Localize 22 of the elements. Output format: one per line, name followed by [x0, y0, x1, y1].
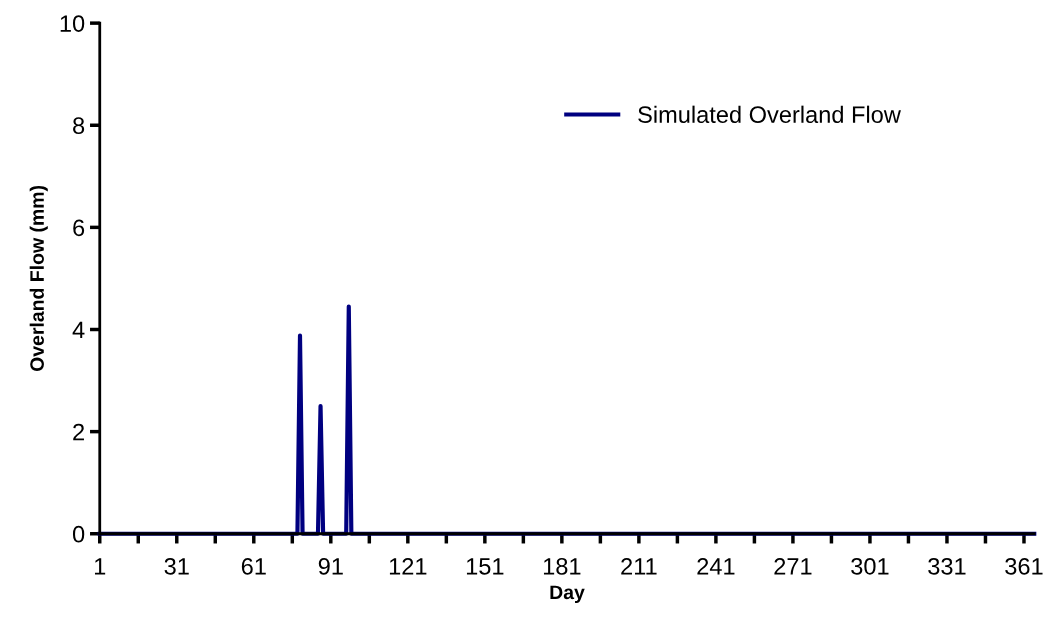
y-tick-label: 0: [72, 525, 85, 543]
y-tick-label: 6: [73, 219, 85, 237]
y-tick-label: 2: [73, 423, 84, 441]
x-tick-label: 331: [928, 557, 966, 575]
x-tick-label: 211: [621, 557, 657, 575]
x-axis-title: Day: [550, 585, 585, 604]
x-tick-label: 1: [94, 558, 106, 575]
y-tick-label: 10: [60, 15, 85, 32]
x-tick-label: 271: [774, 557, 812, 575]
y-tick-label: 8: [73, 117, 85, 135]
x-tick-label: 181: [543, 557, 581, 575]
y-tick-label: 4: [72, 321, 85, 339]
y-axis-title: Overland Flow (mm): [29, 185, 48, 372]
x-tick-label: 91: [318, 557, 343, 575]
legend-label: Simulated Overland Flow: [638, 105, 901, 123]
x-tick-label: 361: [1005, 557, 1043, 575]
x-tick-label: 31: [164, 557, 189, 575]
x-tick-label: 61: [241, 557, 266, 575]
x-tick-label: 241: [697, 557, 735, 575]
x-tick-label: 301: [851, 557, 889, 575]
x-tick-label: 121: [389, 557, 427, 575]
x-tick-label: 151: [466, 558, 504, 575]
